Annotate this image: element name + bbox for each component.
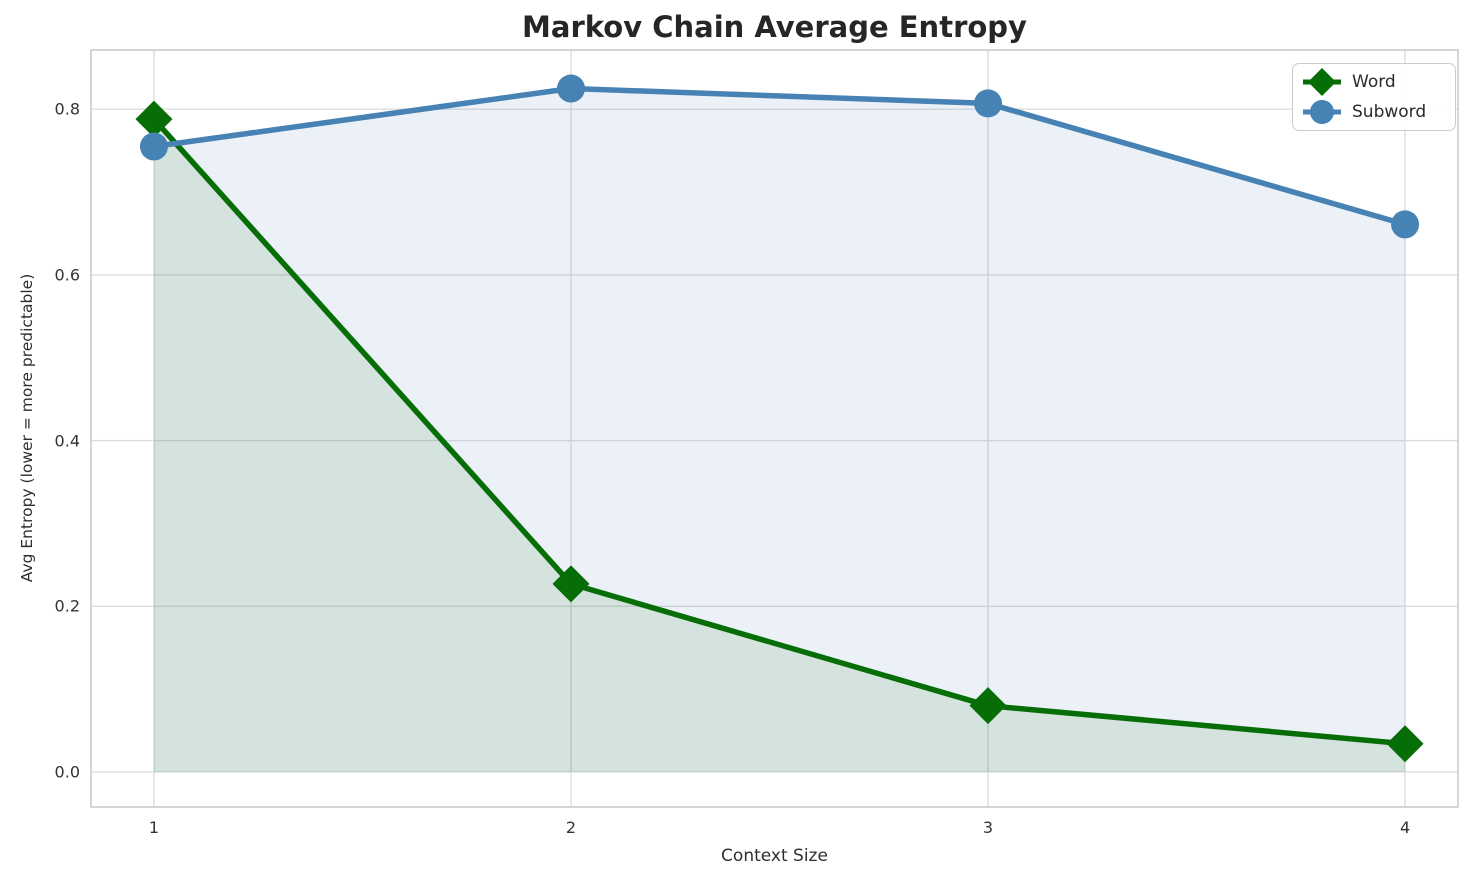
x-axis-label: Context Size: [721, 846, 828, 866]
area-fill-word: [153, 119, 1406, 772]
x-tick-label: 4: [1399, 818, 1411, 837]
x-tick-label: 3: [982, 818, 994, 837]
plot-border: [90, 49, 1459, 808]
x-tick-label: 1: [148, 818, 160, 837]
y-tick-label: 0.8: [54, 99, 80, 119]
data-point-subword: [139, 132, 168, 161]
line-subword: [151, 85, 1408, 228]
data-point-subword: [1391, 210, 1420, 239]
y-axis-label: Avg Entropy (lower = more predictable): [18, 273, 36, 583]
line-word: [151, 116, 1408, 747]
legend-label-subword: Subword: [1352, 102, 1427, 123]
x-tick-label: 2: [565, 818, 577, 837]
word-diamond-icon: [1303, 67, 1341, 96]
legend: Word Subword: [1292, 63, 1456, 131]
legend-label-word: Word: [1352, 71, 1396, 92]
chart-title: Markov Chain Average Entropy: [522, 10, 1027, 44]
data-point-word: [552, 565, 590, 603]
y-tick-label: 0.2: [54, 596, 80, 616]
subword-circle-icon: [1303, 100, 1341, 125]
y-tick-label: 0.0: [54, 762, 80, 782]
data-point-subword: [974, 89, 1003, 118]
data-point-word: [135, 100, 173, 138]
y-tick-label: 0.4: [54, 431, 80, 451]
area-fill-subword: [153, 88, 1406, 772]
data-point-subword: [556, 74, 585, 103]
y-tick-label: 0.6: [54, 265, 80, 285]
legend-item-subword: Subword: [1301, 97, 1447, 127]
legend-item-word: Word: [1301, 67, 1447, 97]
data-point-word: [969, 687, 1007, 725]
data-point-word: [1386, 725, 1424, 763]
